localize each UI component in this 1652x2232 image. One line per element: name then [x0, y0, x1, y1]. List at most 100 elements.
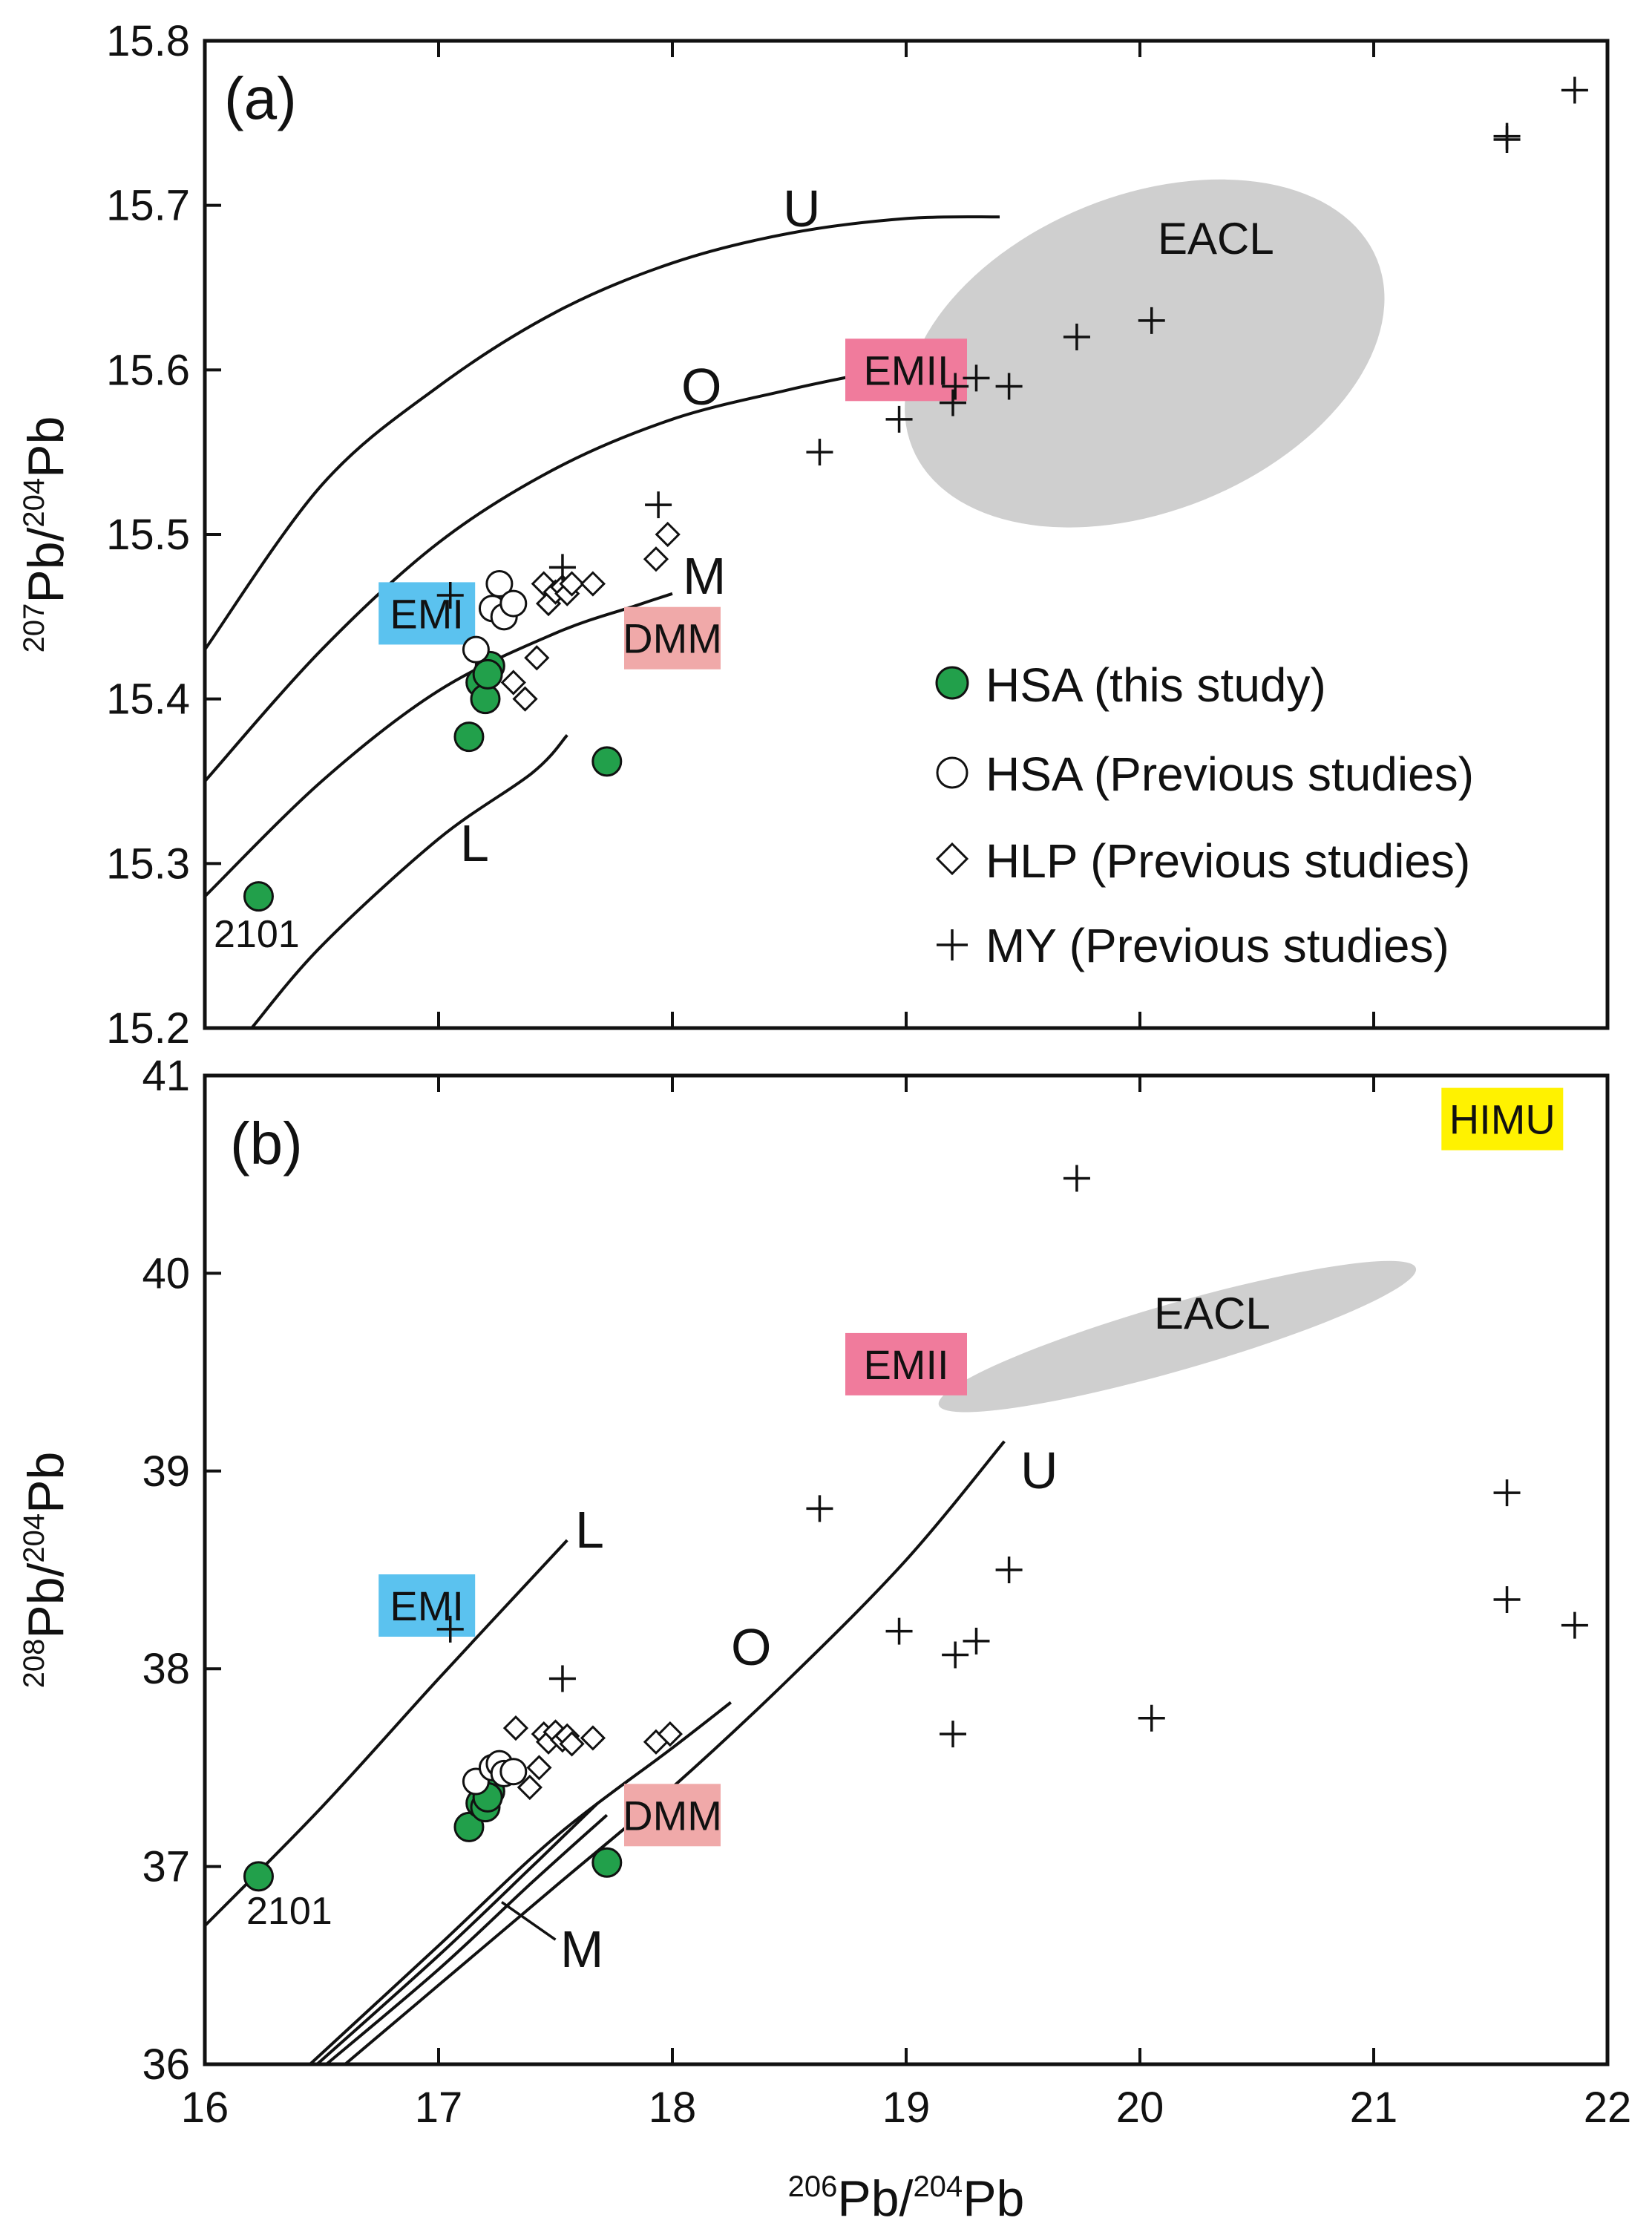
b-point-open-diamond-2 — [526, 1755, 552, 1781]
b-region-emii-box — [845, 1332, 967, 1395]
b-curve-m-label: M — [560, 1920, 603, 1978]
b-point-open-diamond-11 — [657, 1721, 683, 1747]
a-point-open-diamond-2 — [524, 645, 550, 671]
a-point-open-diamond-1 — [512, 686, 538, 712]
b-region-himu: HIMU — [1441, 1087, 1564, 1151]
b-region-dmm-box — [624, 1784, 721, 1847]
b-x-tick-label: 17 — [415, 2084, 463, 2132]
b-y-tick-label: 36 — [142, 2040, 190, 2089]
b-point-plus-0 — [436, 1615, 464, 1643]
b-y-tick-label: 37 — [142, 1843, 190, 1891]
b-point-plus-2 — [806, 1495, 833, 1522]
legend-hsa-this-label: HSA (this study) — [986, 658, 1326, 712]
b-region-emii: EMII — [845, 1332, 967, 1395]
a-point-plus-4 — [885, 405, 913, 433]
b-point-plus-12 — [1561, 1611, 1588, 1639]
a-point-filled-circle-5 — [472, 658, 503, 690]
b-x-tick-label: 16 — [181, 2084, 229, 2132]
a-region-dmm-box — [624, 606, 721, 670]
b-region-emi-label: EMI — [390, 1583, 464, 1629]
b-point-plus-9 — [1138, 1704, 1165, 1732]
a-eacl-label: EACL — [1158, 214, 1274, 264]
b-x-tick-label: 20 — [1116, 2084, 1164, 2132]
a-point-plus-2 — [645, 491, 672, 519]
b-point-plus-6 — [963, 1627, 990, 1655]
a-mantle-components: EMI EMII DMM — [378, 338, 967, 670]
legend-hlp-label: HLP (Previous studies) — [986, 834, 1470, 888]
a-y-tick-label: 15.7 — [106, 182, 190, 230]
b-y-tick-label: 40 — [142, 1249, 190, 1297]
a-point-plus-9 — [1063, 324, 1090, 350]
b-region-himu-box — [1441, 1087, 1564, 1151]
b-curve-o — [309, 1701, 732, 2066]
legend-hlp-marker — [935, 842, 969, 876]
legend-my-label: MY (Previous studies) — [986, 919, 1449, 972]
legend-hsa-prev-marker — [936, 756, 968, 789]
a-y-tick-label: 15.2 — [106, 1004, 190, 1053]
a-point-open-diamond-8 — [559, 571, 585, 597]
a-point-open-diamond-10 — [643, 546, 669, 572]
b-panel-label: (b) — [230, 1110, 303, 1176]
a-region-dmm-label: DMM — [623, 615, 722, 662]
a-axis-ticks: 15.2 15.3 15.4 15.5 15.6 15.7 15.8 — [106, 17, 1609, 1053]
b-region-emi-box — [378, 1574, 476, 1637]
legend-hsa-this-marker — [935, 666, 969, 700]
b-region-emi: EMI — [378, 1574, 476, 1637]
a-region-emi-label: EMI — [390, 590, 464, 637]
a-point-filled-circle-0 — [243, 881, 274, 912]
b-sample-2101-label: 2101 — [246, 1890, 332, 1933]
b-point-plus-7 — [995, 1557, 1023, 1583]
a-point-plus-5 — [940, 389, 966, 416]
b-x-tick-label: 21 — [1350, 2084, 1398, 2132]
b-eacl-region — [938, 1260, 1417, 1413]
b-y-tick-label: 38 — [142, 1645, 190, 1693]
b-point-open-diamond-9 — [580, 1725, 606, 1751]
a-reference-curves — [203, 215, 1000, 1030]
b-region-dmm: DMM — [623, 1784, 722, 1847]
a-point-open-diamond-11 — [655, 521, 681, 548]
a-curve-u-label: U — [783, 180, 821, 238]
b-eacl-ellipse — [938, 1260, 1417, 1413]
a-curve-l — [250, 734, 568, 1030]
b-curve-o-label: O — [731, 1618, 771, 1676]
b-point-open-diamond-1 — [517, 1774, 543, 1801]
a-point-plus-8 — [995, 373, 1023, 400]
a-point-plus-0 — [436, 582, 464, 609]
a-y-tick-label: 15.8 — [106, 17, 190, 65]
a-sample-2101-label: 2101 — [214, 913, 300, 956]
a-region-emii-label: EMII — [863, 347, 948, 393]
b-point-open-diamond-0 — [502, 1715, 529, 1741]
b-point-filled-circle-6 — [591, 1847, 623, 1878]
a-point-plus-10 — [1138, 307, 1165, 334]
a-eacl-region — [905, 179, 1385, 528]
b-point-open-diamond-8 — [559, 1731, 585, 1757]
a-point-filled-circle-1 — [453, 721, 485, 753]
legend: HSA (this study) HSA (Previous studies) … — [935, 658, 1474, 972]
a-point-open-circle-4 — [499, 589, 528, 618]
x-axis-title: 206Pb/204Pb — [788, 2170, 1025, 2227]
a-eacl-ellipse — [905, 179, 1385, 528]
a-region-dmm: DMM — [623, 606, 722, 670]
a-curve-m-label: M — [683, 547, 726, 605]
b-y-tick-label: 39 — [142, 1447, 190, 1496]
a-point-open-circle-2 — [485, 570, 514, 598]
a-y-tick-label: 15.3 — [106, 840, 190, 888]
b-point-plus-3 — [885, 1617, 913, 1645]
b-point-plus-10 — [1493, 1479, 1521, 1507]
a-point-plus-12 — [1493, 122, 1521, 150]
a-data-points — [243, 76, 1588, 912]
a-point-plus-1 — [548, 554, 576, 581]
b-curve-m2 — [325, 1813, 609, 2066]
b-curve-m — [315, 1801, 599, 2066]
a-point-open-diamond-9 — [580, 571, 606, 597]
a-region-emii-box — [845, 338, 967, 402]
b-mantle-components: HIMU EMII EMI DMM — [378, 1087, 1564, 1847]
b-curve-m-leader — [501, 1901, 557, 1941]
a-panel-label: (a) — [224, 65, 297, 131]
a-curve-l-label: L — [460, 814, 489, 872]
a-y-tick-label: 15.4 — [106, 675, 190, 724]
b-region-dmm-label: DMM — [623, 1792, 722, 1839]
b-axis-ticks: 16 17 18 19 20 21 22 36 37 38 39 40 41 — [142, 1052, 1631, 2132]
legend-hsa-prev-label: HSA (Previous studies) — [986, 747, 1474, 801]
